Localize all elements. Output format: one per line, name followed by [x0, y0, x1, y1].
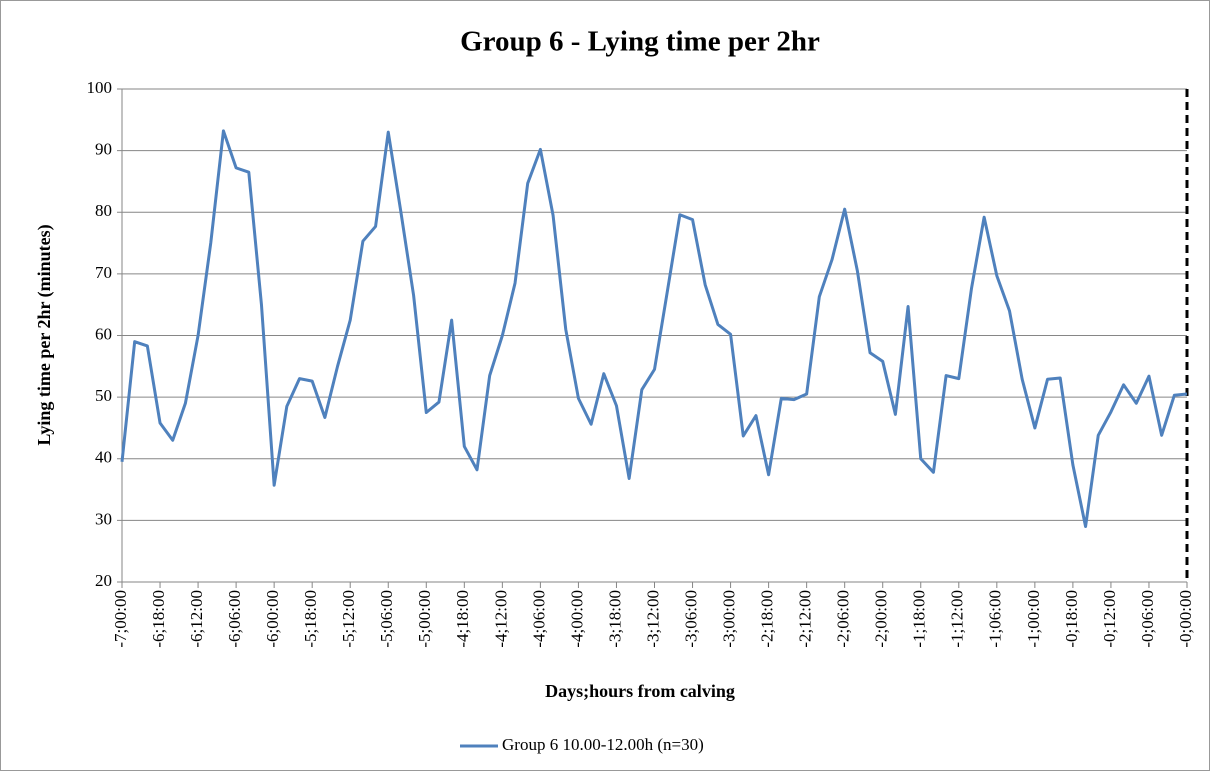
- y-tick-label: 80: [95, 201, 112, 220]
- x-tick-label: -7;00:00: [111, 590, 130, 648]
- x-tick-label: -4;00:00: [567, 590, 586, 648]
- x-tick-label: -5;06:00: [377, 590, 396, 648]
- x-tick-label: -1;12:00: [948, 590, 967, 648]
- y-tick-label: 40: [95, 448, 112, 467]
- x-tick-label: -6;18:00: [149, 590, 168, 648]
- x-tick-label: -4;18:00: [453, 590, 472, 648]
- y-tick-label: 60: [95, 324, 112, 343]
- y-tick-label: 20: [95, 571, 112, 590]
- x-tick-label: -0;00:00: [1176, 590, 1195, 648]
- x-tick-label: -2;12:00: [796, 590, 815, 648]
- y-tick-label: 70: [95, 263, 112, 282]
- x-tick-label: -3;12:00: [643, 590, 662, 648]
- x-tick-label: -0;12:00: [1100, 590, 1119, 648]
- y-tick-label: 50: [95, 386, 112, 405]
- x-tick-label: -3;06:00: [681, 590, 700, 648]
- x-tick-label: -5;12:00: [339, 590, 358, 648]
- x-tick-label: -1;06:00: [986, 590, 1005, 648]
- x-tick-label: -6;00:00: [263, 590, 282, 648]
- legend-label: Group 6 10.00-12.00h (n=30): [502, 735, 704, 754]
- x-tick-label: -2;18:00: [758, 590, 777, 648]
- y-tick-label: 100: [87, 78, 113, 97]
- y-axis-label: Lying time per 2hr (minutes): [34, 224, 55, 445]
- x-tick-label: -4;06:00: [529, 590, 548, 648]
- x-tick-label: -5;00:00: [415, 590, 434, 648]
- x-tick-label: -1;00:00: [1024, 590, 1043, 648]
- x-axis-label: Days;hours from calving: [545, 681, 735, 701]
- x-tick-label: -1;18:00: [910, 590, 929, 648]
- y-tick-label: 90: [95, 140, 112, 159]
- x-tick-label: -3;00:00: [719, 590, 738, 648]
- x-tick-label: -5;18:00: [301, 590, 320, 648]
- y-tick-label: 30: [95, 509, 112, 528]
- x-tick-label: -2;00:00: [872, 590, 891, 648]
- x-tick-label: -0;18:00: [1062, 590, 1081, 648]
- x-tick-label: -3;18:00: [605, 590, 624, 648]
- x-tick-label: -6;06:00: [225, 590, 244, 648]
- x-tick-label: -4;12:00: [491, 590, 510, 648]
- x-tick-label: -2;06:00: [834, 590, 853, 648]
- series-line: [120, 129, 1188, 529]
- x-tick-label: -0;06:00: [1138, 590, 1157, 648]
- chart-title: Group 6 - Lying time per 2hr: [460, 26, 820, 58]
- x-tick-label: -6;12:00: [187, 590, 206, 648]
